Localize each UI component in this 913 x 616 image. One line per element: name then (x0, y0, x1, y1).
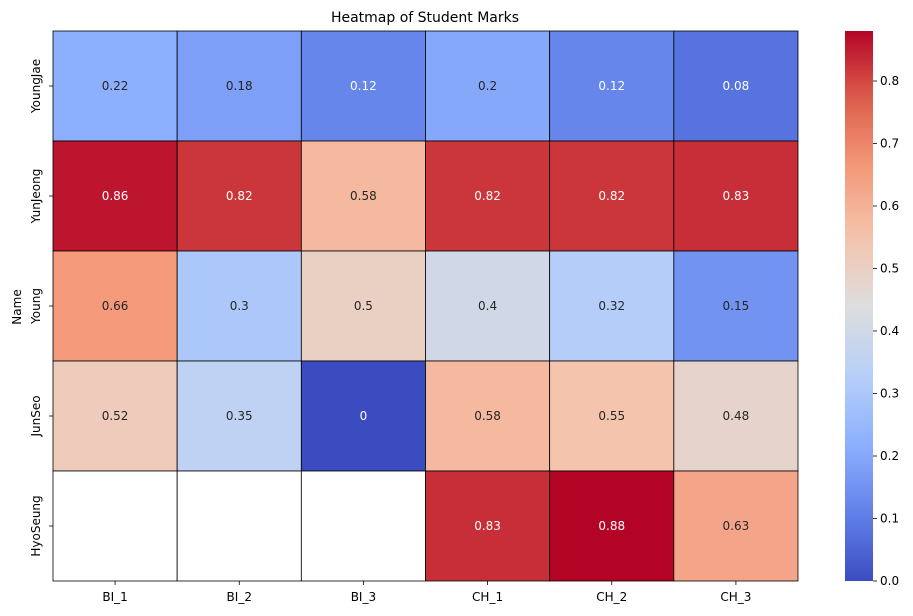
x-tick-label: CH_1 (472, 590, 503, 604)
cell-value-label: 0.58 (474, 409, 501, 423)
x-tick-label: BI_2 (227, 590, 252, 604)
heatmap-cell (52, 470, 178, 582)
heatmap-cell (176, 250, 302, 362)
cell-value-label: 0.63 (723, 519, 750, 533)
heatmap-cell (425, 30, 551, 142)
cell-value-label: 0.83 (474, 519, 501, 533)
heatmap-cell (673, 30, 799, 142)
heatmap-cell (673, 250, 799, 362)
colorbar-tick-label: 0.5 (880, 262, 899, 276)
cell-value-label: 0.4 (478, 299, 497, 313)
heatmap-cell (300, 470, 426, 582)
y-axis-ticks: YoungJae YunJeong Young JunSeo HyoSeung (29, 59, 53, 557)
heatmap-cell (52, 30, 178, 142)
cell-value-label: 0.12 (350, 79, 377, 93)
x-axis-ticks: BI_1 BI_2 BI_3 CH_1 CH_2 CH_3 (102, 581, 751, 604)
heatmap-cell (673, 140, 799, 252)
y-tick-label: JunSeo (29, 395, 43, 437)
x-tick-label: BI_3 (351, 590, 376, 604)
heatmap-cell (52, 250, 178, 362)
heatmap-cell (300, 30, 426, 142)
colorbar-tick-label: 0.3 (880, 387, 899, 401)
heatmap-cell (673, 470, 799, 582)
cell-value-label: 0.18 (226, 79, 253, 93)
colorbar-tick-label: 0.8 (880, 74, 899, 88)
heatmap-cell (549, 250, 675, 362)
y-tick-label: HyoSeung (29, 495, 43, 556)
cell-value-label: 0.52 (102, 409, 129, 423)
cell-value-label: 0.32 (598, 299, 625, 313)
cell-value-label: 0.66 (102, 299, 129, 313)
x-tick-label: CH_3 (720, 590, 751, 604)
cell-value-label: 0.82 (226, 189, 253, 203)
heatmap-cell (52, 360, 178, 472)
cell-value-label: 0.35 (226, 409, 253, 423)
heatmap-cell (673, 360, 799, 472)
heatmap-cell (176, 140, 302, 252)
heatmap-cell (52, 140, 178, 252)
cell-value-label: 0.83 (723, 189, 750, 203)
x-tick-label: BI_1 (102, 590, 127, 604)
cell-value-label: 0.15 (723, 299, 750, 313)
colorbar: 0.0 0.1 0.2 0.3 0.4 0.5 0.6 0.7 0.8 (845, 31, 899, 588)
cell-value-label: 0.3 (230, 299, 249, 313)
cell-value-label: 0 (360, 409, 368, 423)
cell-value-label: 0.86 (102, 189, 129, 203)
heatmap-cell (425, 470, 551, 582)
colorbar-tick-label: 0.4 (880, 324, 899, 338)
chart-title: Heatmap of Student Marks (331, 10, 519, 26)
cell-value-label: 0.82 (598, 189, 625, 203)
cell-value-label: 0.88 (598, 519, 625, 533)
cell-value-label: 0.48 (723, 409, 750, 423)
heatmap-cell (549, 30, 675, 142)
colorbar-tick-label: 0.6 (880, 199, 899, 213)
cell-value-label: 0.2 (478, 79, 497, 93)
cell-value-label: 0.55 (598, 409, 625, 423)
y-axis-label: Name (10, 289, 24, 324)
heatmap-cell (176, 470, 302, 582)
y-tick-label: YoungJae (29, 59, 43, 114)
cell-value-label: 0.12 (598, 79, 625, 93)
heatmap-cells: 0.22 0.18 0.12 0.2 0.12 0.08 0.86 0.82 0.58 0.82 0… (52, 30, 799, 582)
colorbar-tick-label: 0.0 (880, 574, 899, 588)
colorbar-tick-label: 0.2 (880, 449, 899, 463)
cell-value-label: 0.22 (102, 79, 129, 93)
cell-value-label: 0.58 (350, 189, 377, 203)
cell-value-label: 0.5 (354, 299, 373, 313)
cell-value-label: 0.82 (474, 189, 501, 203)
heatmap-cell (425, 360, 551, 472)
heatmap-cell (425, 140, 551, 252)
colorbar-gradient (845, 31, 873, 581)
colorbar-tick-label: 0.1 (880, 512, 899, 526)
heatmap-cell (300, 360, 426, 472)
y-tick-label: YunJeong (29, 169, 43, 225)
x-tick-label: CH_2 (596, 590, 627, 604)
heatmap-cell (300, 250, 426, 362)
heatmap-cell (176, 360, 302, 472)
cell-value-label: 0.08 (723, 79, 750, 93)
heatmap-cell (549, 360, 675, 472)
heatmap-cell (425, 250, 551, 362)
heatmap-cell (176, 30, 302, 142)
y-tick-label: Young (29, 288, 43, 325)
colorbar-tick-label: 0.7 (880, 137, 899, 151)
